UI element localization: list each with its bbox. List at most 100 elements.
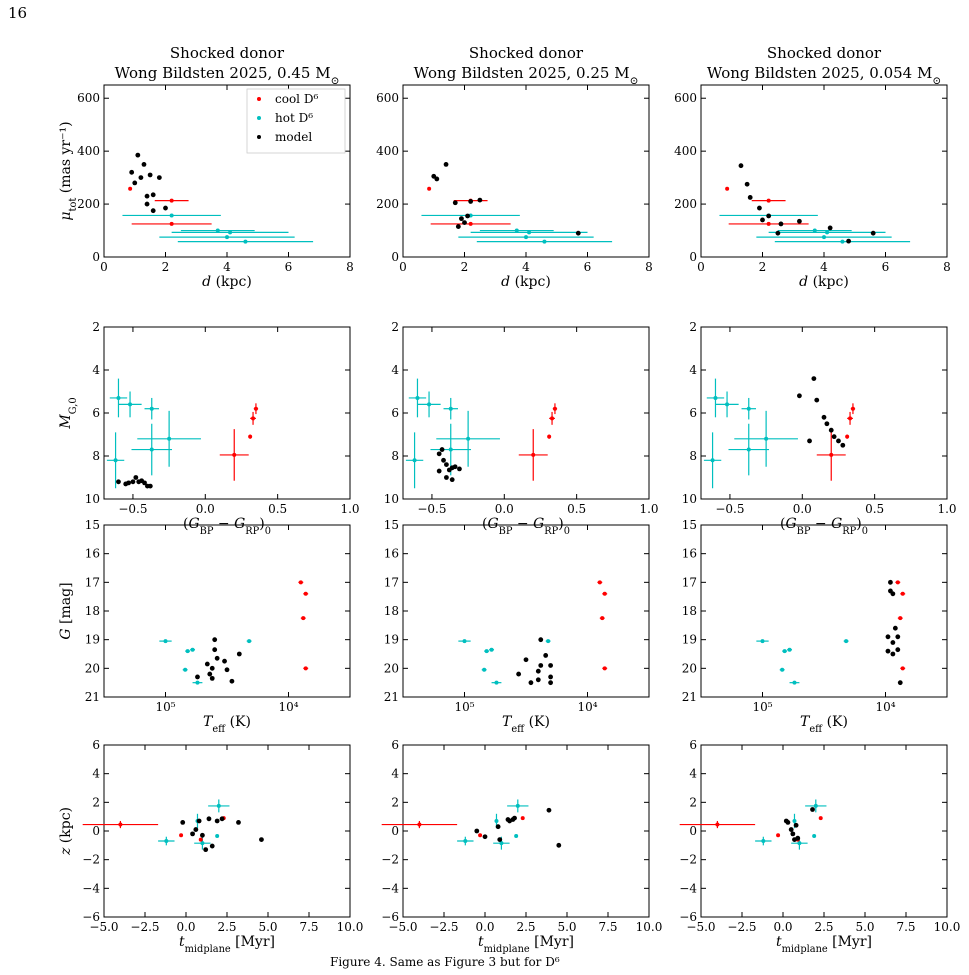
x-tick-label: 0.0	[793, 502, 812, 516]
x-tick-label: 7.5	[299, 920, 318, 934]
hot-d6-point	[746, 406, 751, 411]
hot-d6-point	[190, 647, 195, 652]
cool-d6-point	[818, 816, 823, 821]
model-point	[523, 657, 529, 663]
axes-frame	[700, 524, 948, 698]
cool-d6-point	[251, 416, 256, 421]
x-tick-label: 0.5	[268, 502, 287, 516]
y-tick-label: 4	[391, 767, 399, 781]
cool-d6-point	[169, 221, 174, 226]
x-tick-label: 6	[584, 260, 592, 274]
x-tick-label: 0.0	[495, 502, 514, 516]
x-tick-label: −2.5	[130, 920, 159, 934]
model-point	[757, 205, 762, 211]
x-tick-label: 10.0	[934, 920, 961, 934]
x-tick-label: 10⁴	[278, 700, 298, 714]
model-point	[214, 655, 220, 661]
x-tick-label: 2	[759, 260, 767, 274]
y-axis-label: z (kpc)	[58, 807, 74, 856]
model-point	[436, 451, 442, 457]
y-tick-label: 17	[85, 575, 100, 589]
x-tick-label: 0.5	[567, 502, 586, 516]
model-point	[455, 224, 461, 229]
y-tick-label: 600	[376, 91, 399, 105]
y-tick-label: 400	[77, 144, 100, 158]
model-point	[495, 824, 501, 830]
model-point	[778, 221, 784, 227]
hot-d6-point	[494, 680, 499, 685]
hot-d6-point	[813, 803, 818, 808]
y-tick-label: 8	[689, 449, 697, 463]
hot-d6-point	[484, 649, 489, 654]
model-point	[474, 828, 480, 834]
cool-d6-point	[766, 221, 771, 226]
hot-d6-point	[448, 447, 453, 452]
hot-d6-point	[113, 458, 118, 463]
model-point	[229, 678, 235, 684]
model-point	[133, 475, 139, 480]
cool-d6-point	[550, 416, 555, 421]
hot-d6-point	[225, 235, 229, 240]
hot-d6-point	[822, 235, 826, 240]
y-tick-label: 2	[92, 320, 100, 334]
model-point	[556, 842, 562, 848]
model-point	[747, 195, 753, 200]
model-point	[897, 680, 903, 686]
y-tick-label: 10	[384, 492, 399, 506]
model-point	[890, 651, 896, 657]
hot-d6-point	[427, 402, 432, 407]
axes-frame	[402, 744, 650, 918]
x-tick-label: 2.5	[217, 920, 236, 934]
hot-d6-point	[228, 230, 233, 235]
model-point	[760, 217, 765, 223]
y-tick-label: 19	[682, 633, 697, 647]
model-point	[141, 161, 147, 167]
model-point	[224, 667, 230, 673]
cool-d6-point	[715, 822, 720, 827]
model-point	[528, 680, 534, 686]
y-tick-label: 0	[391, 250, 399, 264]
model-point	[130, 479, 136, 485]
model-point	[468, 199, 474, 204]
cool-d6-point	[478, 833, 483, 838]
y-tick-label: 8	[391, 449, 399, 463]
hot-d6-point	[844, 639, 849, 644]
cool-d6-point	[602, 666, 607, 671]
x-tick-label: 2	[461, 260, 469, 274]
y-tick-label: 4	[92, 363, 100, 377]
hot-d6-point	[725, 402, 730, 407]
hot-d6-point	[494, 818, 499, 823]
model-point	[846, 238, 851, 244]
hot-d6-point	[448, 406, 453, 411]
model-point	[477, 197, 483, 203]
y-tick-label: 0	[689, 250, 697, 264]
hot-d6-point	[466, 436, 471, 441]
model-point	[890, 640, 896, 645]
model-point	[785, 820, 791, 825]
hot-d6-point	[185, 649, 190, 654]
x-tick-label: 4	[522, 260, 530, 274]
cool-d6-point	[128, 186, 133, 191]
panel-r3-c1: 10⁵ 10⁴ 15 16 17 18 19 20 21 Teff (K) G [mag]	[58, 518, 351, 735]
y-tick-label: 21	[85, 690, 100, 704]
model-point	[810, 807, 815, 812]
model-point	[548, 663, 553, 668]
model-point	[457, 466, 462, 472]
x-tick-label: 4	[820, 260, 828, 274]
hot-d6-point	[128, 402, 133, 407]
x-axis-label: d (kpc)	[501, 274, 551, 290]
model-point	[204, 661, 210, 667]
x-tick-label: 1.0	[639, 502, 658, 516]
legend-hot-label: hot D⁶	[275, 111, 313, 125]
panel-r4-c3: −5.0 −2.5 0.0 2.5 5.0 7.5 10.0 −6 −4 −2 0 2 4 6 tmidpl…	[679, 738, 960, 955]
cool-d6-point	[169, 198, 174, 203]
x-axis-label: Teff (K)	[800, 714, 848, 735]
hot-d6-point	[524, 235, 528, 240]
hot-d6-point	[200, 841, 205, 846]
x-tick-label: 5.0	[855, 920, 874, 934]
y-tick-label: 200	[376, 197, 399, 211]
x-axis-label: tmidplane [Myr]	[478, 934, 574, 955]
model-point	[459, 216, 464, 222]
cool-d6-point	[776, 833, 781, 838]
y-tick-label: 2	[391, 320, 399, 334]
